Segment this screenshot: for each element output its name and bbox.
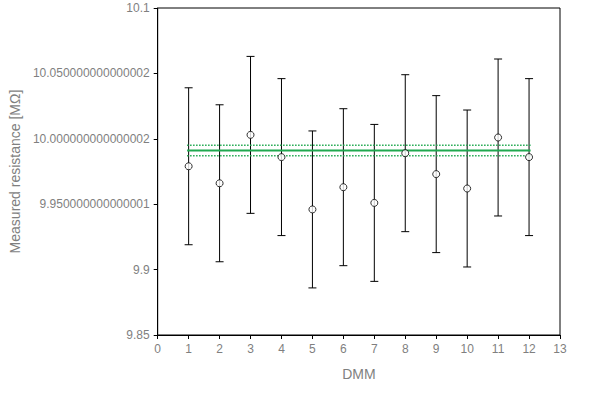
- svg-text:9: 9: [433, 342, 440, 356]
- svg-text:5: 5: [309, 342, 316, 356]
- svg-text:3: 3: [247, 342, 254, 356]
- svg-text:9.950000000000001: 9.950000000000001: [40, 197, 150, 211]
- svg-text:Measured resistance [MΩ]: Measured resistance [MΩ]: [7, 90, 23, 254]
- svg-text:8: 8: [402, 342, 409, 356]
- svg-text:6: 6: [340, 342, 347, 356]
- svg-text:2: 2: [216, 342, 223, 356]
- svg-text:1: 1: [185, 342, 192, 356]
- svg-text:9.9: 9.9: [133, 263, 150, 277]
- svg-text:12: 12: [522, 342, 536, 356]
- svg-text:11: 11: [492, 342, 505, 356]
- svg-text:DMM: DMM: [342, 366, 375, 382]
- svg-text:10: 10: [460, 342, 474, 356]
- svg-text:7: 7: [371, 342, 378, 356]
- svg-text:13: 13: [553, 342, 567, 356]
- svg-text:9.85: 9.85: [126, 328, 150, 342]
- svg-text:10.000000000000002: 10.000000000000002: [33, 132, 150, 146]
- svg-text:10.050000000000002: 10.050000000000002: [33, 66, 150, 80]
- svg-text:10.1: 10.1: [126, 1, 150, 15]
- svg-text:0: 0: [154, 342, 161, 356]
- svg-text:4: 4: [278, 342, 285, 356]
